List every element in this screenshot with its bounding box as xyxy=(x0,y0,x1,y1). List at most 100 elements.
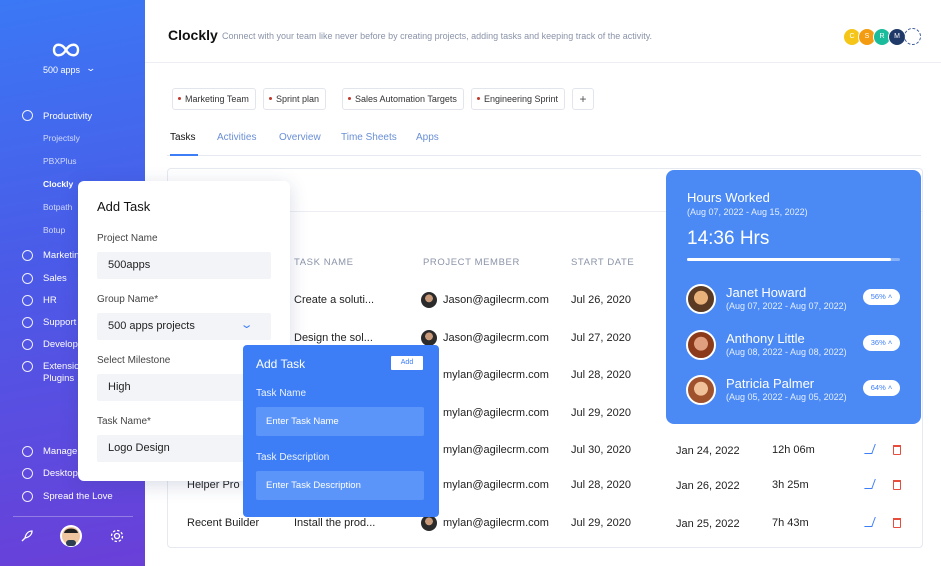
app-link[interactable]: Clockly xyxy=(43,179,74,189)
person-photo xyxy=(686,284,716,314)
delete-icon[interactable] xyxy=(893,518,901,528)
person-name: Anthony Little xyxy=(726,331,805,346)
field-input[interactable]: Logo Design xyxy=(97,435,271,462)
member-photo xyxy=(421,515,437,531)
field-input[interactable]: Enter Task Description xyxy=(256,471,424,500)
start-cell: Jul 27, 2020 xyxy=(571,332,631,344)
settings-icon[interactable] xyxy=(110,529,124,543)
menu-icon xyxy=(22,317,33,328)
add-member[interactable] xyxy=(904,28,921,45)
start-cell: Jul 29, 2020 xyxy=(571,407,631,419)
member-cell: Jason@agilecrm.com xyxy=(443,332,549,344)
field-label: Task Description xyxy=(256,452,330,463)
quick-title: Add Task xyxy=(256,357,306,371)
person-period: (Aug 05, 2022 - Aug 05, 2022) xyxy=(726,392,847,402)
tag-add[interactable]: + xyxy=(572,88,594,110)
brand[interactable]: 500 apps xyxy=(43,65,81,75)
menu-link[interactable]: Sales xyxy=(43,273,67,284)
menu-link[interactable]: Support xyxy=(43,317,77,328)
menu-link[interactable]: Developer xyxy=(43,339,87,350)
app-link[interactable]: PBXPlus xyxy=(43,156,77,166)
column-header: TASK NAME xyxy=(294,257,354,268)
hours-cell: 7h 43m xyxy=(772,517,809,529)
tag[interactable]: Sprint plan xyxy=(263,88,327,110)
menu-link[interactable]: Desktop xyxy=(43,468,78,479)
rocket-icon[interactable] xyxy=(20,529,34,543)
quick-add-task: Add Task Add Task Name Enter Task Name Tas… xyxy=(243,345,439,517)
person-period: (Aug 08, 2022 - Aug 08, 2022) xyxy=(726,347,847,357)
app-title: Clockly xyxy=(168,27,218,43)
app-link[interactable]: Botpath xyxy=(43,202,73,212)
dropdown-chevron: ⌄ xyxy=(239,319,254,331)
share-value: 64% xyxy=(870,383,886,392)
chevron: ⌄ xyxy=(85,63,97,73)
task-cell: Install the prod... xyxy=(294,517,376,529)
member-cell: mylan@agilecrm.com xyxy=(443,517,549,529)
hours-cell: 3h 25m xyxy=(772,479,809,491)
start-cell: Jul 28, 2020 xyxy=(571,479,631,491)
person-name: Patricia Palmer xyxy=(726,376,815,391)
menu-link[interactable]: HR xyxy=(43,295,57,306)
member-cell: mylan@agilecrm.com xyxy=(443,369,549,381)
field-input[interactable]: Enter Task Name xyxy=(256,407,424,436)
menu-icon xyxy=(22,295,33,306)
active-tab-indicator xyxy=(170,154,198,156)
menu-link[interactable]: Extensions Plugins xyxy=(43,361,90,384)
start-cell: Jul 28, 2020 xyxy=(571,369,631,381)
person-name: Janet Howard xyxy=(726,285,807,300)
app-subtitle: Connect with your team like never before… xyxy=(222,31,653,41)
member-avatar[interactable]: S xyxy=(858,28,876,46)
menu-icon xyxy=(22,468,33,479)
field-input[interactable]: 500 apps projects xyxy=(97,313,271,340)
share-value: 36% xyxy=(870,338,886,347)
tag[interactable]: Engineering Sprint xyxy=(471,88,566,110)
menu-icon xyxy=(22,446,33,457)
start-cell: Jul 29, 2020 xyxy=(571,517,631,529)
share-value: 56% xyxy=(870,292,886,301)
tab[interactable]: Apps xyxy=(416,132,439,143)
app-link[interactable]: Projectsly xyxy=(43,133,80,143)
tab[interactable]: Activities xyxy=(217,132,257,143)
delete-icon[interactable] xyxy=(893,480,901,490)
hours-cell: 12h 06m xyxy=(772,444,815,456)
field-label: Select Milestone xyxy=(97,355,171,366)
share-badge[interactable]: 64% ˄ xyxy=(863,380,900,396)
add-button[interactable]: Add xyxy=(391,356,423,370)
field-input[interactable]: 500apps xyxy=(97,252,271,279)
section-label[interactable]: Productivity xyxy=(43,111,93,122)
person-period: (Aug 07, 2022 - Aug 07, 2022) xyxy=(726,301,847,311)
field-input[interactable]: High xyxy=(97,374,271,401)
menu-icon xyxy=(22,273,33,284)
tag[interactable]: Marketing Team xyxy=(172,88,256,110)
field-label: Task Name* xyxy=(97,416,151,427)
hours-worked-card: Hours Worked (Aug 07, 2022 - Aug 15, 202… xyxy=(666,170,921,424)
menu-icon xyxy=(22,491,33,502)
project-cell: Helper Pro xyxy=(187,479,240,491)
card-period: (Aug 07, 2022 - Aug 15, 2022) xyxy=(687,207,808,217)
divider xyxy=(13,516,133,517)
member-photo xyxy=(421,330,437,346)
share-badge[interactable]: 56% ˄ xyxy=(863,289,900,305)
end-cell: Jan 24, 2022 xyxy=(676,445,740,457)
share-badge[interactable]: 36% ˄ xyxy=(863,335,900,351)
tabs-divider xyxy=(167,155,921,156)
column-header: START DATE xyxy=(571,257,635,268)
delete-icon[interactable] xyxy=(893,445,901,455)
column-header: PROJECT MEMBER xyxy=(423,257,520,268)
start-cell: Jul 30, 2020 xyxy=(571,444,631,456)
user-avatar[interactable] xyxy=(60,525,82,547)
tab[interactable]: Tasks xyxy=(170,132,196,143)
menu-icon xyxy=(22,110,33,121)
field-label: Task Name xyxy=(256,388,307,399)
app-link[interactable]: Botup xyxy=(43,225,66,235)
project-cell: Recent Builder xyxy=(187,517,260,529)
menu-link[interactable]: Spread the Love xyxy=(43,491,113,502)
add-task-form: Add Task Project Name 500apps Group Name* 5… xyxy=(78,181,290,481)
member-cell: Jason@agilecrm.com xyxy=(443,294,549,306)
tab[interactable]: Time Sheets xyxy=(341,132,397,143)
tab[interactable]: Overview xyxy=(279,132,321,143)
menu-link[interactable]: Marketing xyxy=(43,250,85,261)
tag[interactable]: Sales Automation Targets xyxy=(342,88,464,110)
end-cell: Jan 26, 2022 xyxy=(676,480,740,492)
menu-icon xyxy=(22,250,33,261)
